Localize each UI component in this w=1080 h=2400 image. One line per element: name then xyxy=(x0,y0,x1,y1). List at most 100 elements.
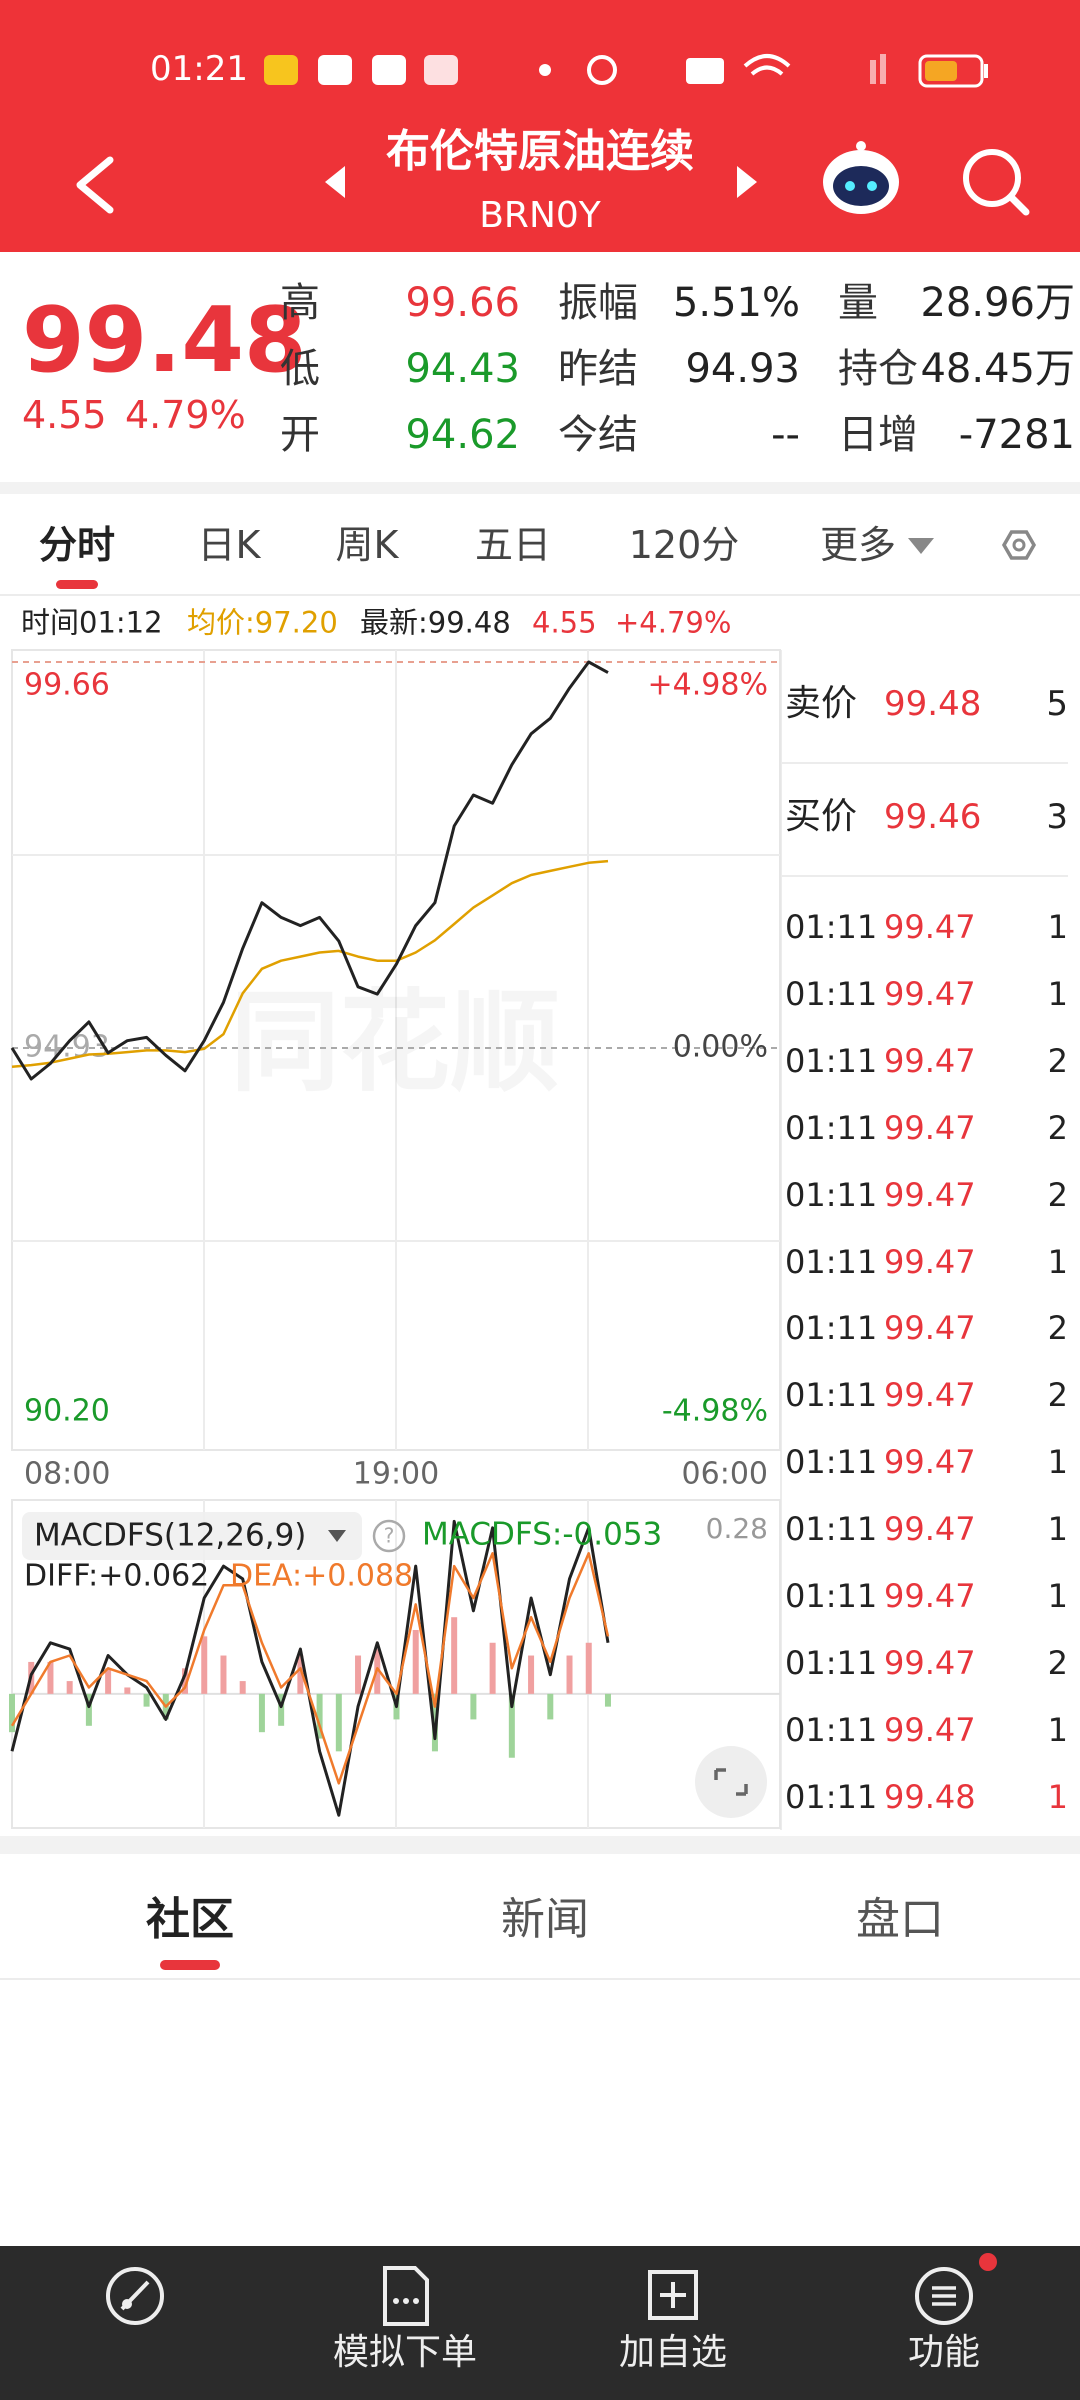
trade-price: 99.47 xyxy=(884,1443,976,1482)
price-change-pct: 4.79% xyxy=(125,393,246,437)
trade-volume: 1 xyxy=(1047,908,1068,946)
quote-volume: 5 xyxy=(1046,684,1068,724)
tab[interactable]: 五日 xyxy=(474,523,552,567)
y2-tick-label: 0.00% xyxy=(673,1030,768,1065)
trade-time: 01:11 xyxy=(785,1443,878,1482)
info-time: 时间01:12 xyxy=(21,605,163,640)
tab[interactable]: 更多 xyxy=(819,523,897,567)
info-change-pct: +4.79% xyxy=(615,605,732,640)
trade-price: 99.47 xyxy=(884,1175,976,1214)
section-underline xyxy=(160,1960,220,1970)
quote-price: 99.46 xyxy=(884,797,982,837)
tab[interactable]: 日K xyxy=(197,523,261,567)
price-change: 4.55 xyxy=(22,393,107,437)
info-avg: 均价:97.20 xyxy=(187,605,338,640)
tab-underline xyxy=(56,580,98,589)
help-mark: ? xyxy=(384,1524,395,1548)
price-line xyxy=(10,660,609,1081)
trade-time: 01:11 xyxy=(785,1777,878,1816)
nav-label[interactable]: 加自选 xyxy=(618,2332,728,2373)
watermark: 同花顺 xyxy=(230,978,560,1106)
macd-bar xyxy=(451,1617,458,1694)
indicator-box xyxy=(22,1512,362,1560)
section-divider xyxy=(0,1978,1080,1980)
stat-label: 持仓 xyxy=(838,346,918,392)
trade-price: 99.47 xyxy=(884,908,976,946)
nav-icon-order[interactable] xyxy=(383,2266,429,2326)
trade-price: 99.47 xyxy=(884,1376,976,1415)
macd-bar xyxy=(412,1629,419,1694)
macd-bar xyxy=(85,1693,92,1726)
stat-value: 48.45万 xyxy=(920,346,1075,392)
stat-label: 低 xyxy=(280,346,320,392)
trade-time: 01:11 xyxy=(785,1643,878,1682)
trade-time: 01:11 xyxy=(785,908,878,946)
x-tick-label: 06:00 xyxy=(682,1457,768,1492)
tab[interactable]: 周K xyxy=(335,523,399,567)
tab-divider xyxy=(0,594,1080,596)
trade-volume: 1 xyxy=(1047,1577,1068,1615)
x-tick-label: 19:00 xyxy=(353,1457,439,1492)
nav-label[interactable]: 模拟下单 xyxy=(332,2332,478,2373)
trade-time: 01:11 xyxy=(785,1242,878,1281)
quote-volume: 3 xyxy=(1046,797,1068,837)
macd-bar xyxy=(604,1693,611,1707)
trade-price: 99.47 xyxy=(884,1309,976,1348)
macd-bar xyxy=(566,1655,573,1694)
nav-label[interactable]: 功能 xyxy=(907,2332,981,2373)
stat-value: 5.51% xyxy=(672,280,800,326)
dea-value: DEA:+0.088 xyxy=(230,1559,413,1594)
x-tick-label: 08:00 xyxy=(24,1457,110,1492)
trade-volume: 2 xyxy=(1047,1643,1068,1682)
macd-bar xyxy=(105,1668,112,1694)
macd-bar xyxy=(201,1636,208,1694)
stat-label: 开 xyxy=(280,412,320,458)
stat-label: 日增 xyxy=(838,412,918,458)
tab[interactable]: 分时 xyxy=(38,523,116,567)
y2-tick-label: -4.98% xyxy=(662,1394,768,1429)
macd-bar xyxy=(143,1693,150,1707)
macd-bar xyxy=(585,1642,592,1694)
separator xyxy=(0,482,1080,494)
quote-price: 99.48 xyxy=(884,684,982,724)
stat-value: -7281 xyxy=(958,412,1075,458)
trade-price: 99.47 xyxy=(884,1510,976,1549)
trade-time: 01:11 xyxy=(785,1376,878,1415)
macd-bar xyxy=(278,1693,285,1726)
stat-label: 高 xyxy=(280,280,320,326)
last-price: 99.48 xyxy=(22,288,307,393)
trade-price: 99.47 xyxy=(884,1710,976,1749)
stat-value: -- xyxy=(771,412,800,458)
stat-label: 昨结 xyxy=(558,346,638,392)
macd-bar xyxy=(489,1642,496,1694)
trade-volume: 1 xyxy=(1047,1510,1068,1549)
info-change: 4.55 xyxy=(532,605,597,640)
trade-volume: 1 xyxy=(1047,1443,1068,1482)
stat-value: 99.66 xyxy=(405,280,520,326)
trade-time: 01:11 xyxy=(785,1309,878,1348)
trade-price: 99.47 xyxy=(884,1643,976,1682)
tab[interactable]: 120分 xyxy=(628,523,740,567)
stat-label: 振幅 xyxy=(558,280,638,326)
macd-bar xyxy=(316,1693,323,1739)
section-tab[interactable]: 盘口 xyxy=(856,1894,944,1945)
section-tab[interactable]: 社区 xyxy=(146,1894,234,1945)
nav-icon-trade[interactable] xyxy=(106,2267,164,2325)
nav-icon-add[interactable] xyxy=(648,2270,698,2320)
macd-bar xyxy=(258,1693,265,1733)
quote-label: 卖价 xyxy=(785,683,858,724)
trade-volume: 1 xyxy=(1047,1710,1068,1749)
macd-bar xyxy=(528,1655,535,1694)
section-tab[interactable]: 新闻 xyxy=(501,1894,589,1945)
nav-icon-func[interactable] xyxy=(915,2253,997,2325)
expand-button[interactable] xyxy=(695,1746,767,1818)
macd-bar xyxy=(47,1661,54,1694)
expand-glyph xyxy=(714,1768,748,1796)
trade-volume: 2 xyxy=(1047,1041,1068,1080)
stat-label: 今结 xyxy=(558,412,638,458)
trade-time: 01:11 xyxy=(785,974,878,1013)
trade-volume: 2 xyxy=(1047,1376,1068,1415)
trade-volume: 1 xyxy=(1047,1242,1068,1281)
stat-value: 94.62 xyxy=(405,412,520,458)
